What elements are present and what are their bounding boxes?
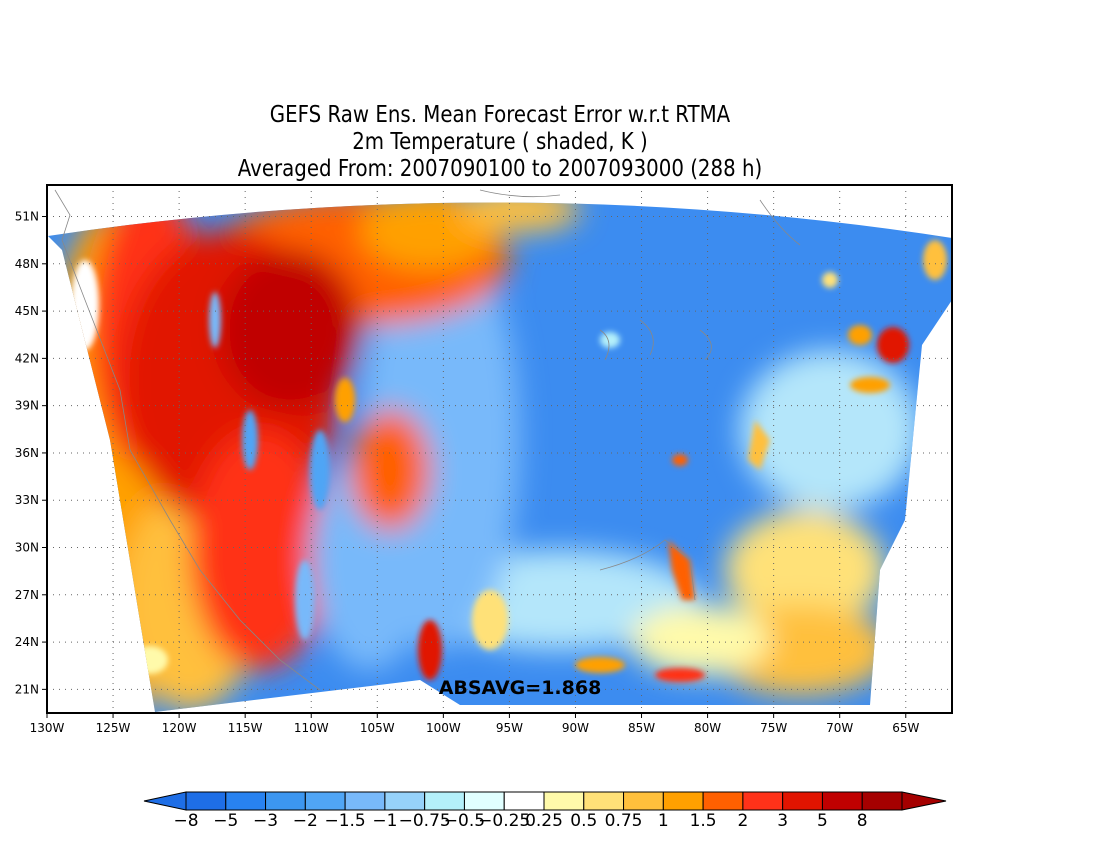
colorbar-label: 1 — [658, 811, 669, 831]
longitude-ticks: 130W 125W 120W 115W 110W 105W 100W 95W 90W 85W 80W… — [30, 713, 919, 735]
colorbar-cell — [742, 791, 784, 811]
colorbar-label: 2 — [737, 811, 748, 831]
lat-tick-label: 36N — [15, 446, 39, 460]
colorbar-cell — [185, 791, 227, 811]
lon-tick-label: 105W — [360, 721, 395, 735]
lat-tick-label: 30N — [15, 541, 39, 555]
colorbar-label: 8 — [857, 811, 868, 831]
lat-tick-label: 24N — [15, 635, 39, 649]
map-frame — [46, 184, 953, 714]
lon-tick-label: 65W — [892, 721, 919, 735]
colorbar-cell — [424, 791, 465, 811]
title-line-1: GEFS Raw Ens. Mean Forecast Error w.r.t … — [269, 102, 731, 128]
colorbar-cell — [304, 791, 346, 811]
colorbar: −8 −5 −3 −2 −1.5 −1 −0.75−0.5−0.250.25 0.5 0.75 1… — [143, 791, 947, 831]
lon-tick-label: 130W — [30, 721, 65, 735]
lon-tick-label: 85W — [628, 721, 655, 735]
colorbar-cell — [782, 791, 823, 811]
colorbar-label: 0.75 — [605, 811, 643, 831]
colorbar-cell — [861, 791, 903, 811]
map-title: GEFS Raw Ens. Mean Forecast Error w.r.t … — [70, 102, 930, 183]
colorbar-cell — [344, 791, 386, 811]
colorbar-cell — [583, 791, 625, 811]
colorbar-under-arrow — [143, 791, 187, 811]
colorbar-label: −3 — [253, 811, 278, 831]
colorbar-label: 3 — [777, 811, 788, 831]
lat-tick-label: 33N — [15, 493, 39, 507]
colorbar-over-arrow — [901, 791, 947, 811]
colorbar-cell — [821, 791, 863, 811]
colorbar-cell — [225, 791, 267, 811]
colorbar-label: 0.25 — [525, 811, 563, 831]
lon-tick-label: 95W — [496, 721, 523, 735]
colorbar-cell — [623, 791, 664, 811]
colorbar-label: 0.5 — [570, 811, 597, 831]
colorbar-label: 1.5 — [690, 811, 717, 831]
colorbar-label: 5 — [817, 811, 828, 831]
colorbar-label: −5 — [213, 811, 238, 831]
lon-tick-label: 90W — [562, 721, 589, 735]
colorbar-cell — [503, 791, 545, 811]
colorbar-label: −2 — [293, 811, 318, 831]
colorbar-cell — [543, 791, 585, 811]
title-line-3: Averaged From: 2007090100 to 2007093000 … — [237, 156, 763, 182]
lon-tick-label: 100W — [426, 721, 461, 735]
lat-tick-label: 39N — [15, 399, 39, 413]
colorbar-cell — [384, 791, 426, 811]
colorbar-cell — [662, 791, 704, 811]
map-gridlines — [47, 185, 952, 713]
lon-tick-label: 125W — [96, 721, 131, 735]
latitude-ticks: 21N 24N 27N 30N 33N 36N 39N 42N 45N 48N 51N — [15, 210, 47, 696]
lat-tick-label: 21N — [15, 682, 39, 696]
colorbar-label: −1 — [372, 811, 397, 831]
lat-tick-label: 51N — [15, 210, 39, 224]
colorbar-cell — [702, 791, 744, 811]
colorbar-cell — [265, 791, 306, 811]
title-line-2: 2m Temperature ( shaded, K ) — [352, 129, 648, 155]
coastline-outlines — [54, 189, 801, 691]
lon-tick-label: 110W — [294, 721, 329, 735]
absavg-annotation: ABSAVG=1.868 — [439, 677, 602, 699]
colorbar-label: −1.5 — [324, 811, 365, 831]
lon-tick-label: 80W — [694, 721, 721, 735]
colorbar-label: −0.25 — [478, 811, 530, 831]
colorbar-label: −0.5 — [444, 811, 485, 831]
lon-tick-label: 115W — [228, 721, 263, 735]
lon-tick-label: 75W — [760, 721, 787, 735]
lat-tick-label: 42N — [15, 351, 39, 365]
lon-tick-label: 70W — [826, 721, 853, 735]
colorbar-label: −8 — [173, 811, 198, 831]
lon-tick-label: 120W — [162, 721, 197, 735]
shaded-field — [47, 185, 952, 713]
lat-tick-label: 48N — [15, 257, 39, 271]
lat-tick-label: 45N — [15, 304, 39, 318]
colorbar-cell — [463, 791, 505, 811]
lat-tick-label: 27N — [15, 588, 39, 602]
colorbar-label: −0.75 — [399, 811, 451, 831]
